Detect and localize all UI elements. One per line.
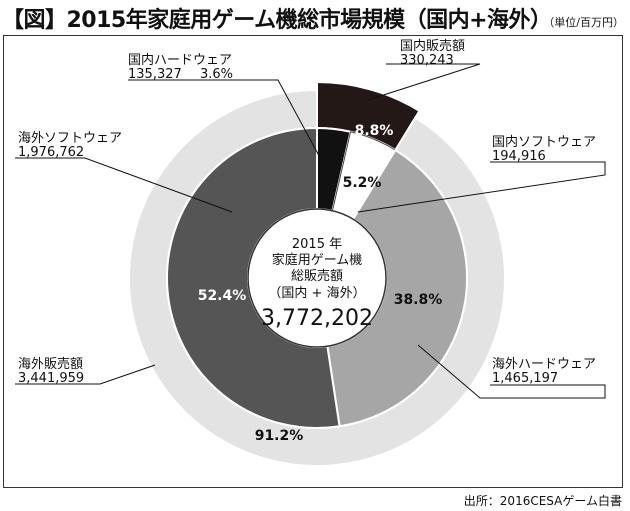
leader-overseas-total: [15, 364, 156, 385]
center-line-3: 総販売額: [291, 268, 343, 284]
pct-domestic-total: 8.8%: [355, 123, 394, 139]
leader-domestic-total: [367, 63, 481, 101]
chart-frame: [3, 35, 623, 488]
label-overseas-hardware-name: 海外ハードウェア: [492, 357, 596, 372]
label-domestic-software-value: 194,916: [492, 149, 546, 164]
center-line-2: 家庭用ゲーム機: [272, 252, 363, 268]
leader-domestic-hardware: [128, 79, 325, 166]
pct-overseas-total: 91.2%: [255, 428, 304, 444]
label-domestic-software-name: 国内ソフトウェア: [492, 134, 596, 150]
center-line-4: （国内 + 海外）: [268, 285, 365, 301]
label-overseas-software-name: 海外ソフトウェア: [18, 131, 122, 146]
label-overseas-total-value: 3,441,959: [18, 371, 84, 386]
label-domestic-total-name: 国内販売額: [400, 38, 465, 54]
chart-title: 【図】2015年家庭用ゲーム機総市場規模（国内+海外） （単位/百万円）: [2, 2, 628, 33]
chart-unit-label: （単位/百万円）: [543, 16, 624, 29]
center-line-1: 2015 年: [292, 237, 342, 252]
center-circle: [247, 208, 387, 348]
chart-title-main: 【図】2015年家庭用ゲーム機総市場規模（国内+海外）: [2, 8, 552, 33]
center-total: 3,772,202: [261, 306, 373, 331]
leader-domestic-software: [357, 161, 606, 213]
label-domestic-total-value: 330,243: [400, 53, 454, 68]
pct-overseas-software: 52.4%: [198, 288, 247, 304]
label-domestic-hardware-percent: 3.6%: [200, 67, 233, 82]
label-domestic-hardware-value: 135,327: [128, 67, 182, 82]
leader-overseas-software: [15, 157, 233, 213]
label-overseas-hardware-value: 1,465,197: [492, 371, 558, 386]
source-note: 出所：2016CESAゲーム白書: [463, 494, 622, 508]
label-overseas-software-value: 1,976,762: [18, 145, 84, 160]
label-domestic-hardware-name: 国内ハードウェア: [128, 52, 232, 68]
pct-overseas-hardware: 38.8%: [394, 292, 443, 308]
leader-overseas-hardware: [417, 344, 606, 399]
pct-domestic-software: 5.2%: [343, 175, 382, 191]
leader-lines: [15, 63, 606, 399]
label-overseas-total-name: 海外販売額: [18, 356, 83, 372]
